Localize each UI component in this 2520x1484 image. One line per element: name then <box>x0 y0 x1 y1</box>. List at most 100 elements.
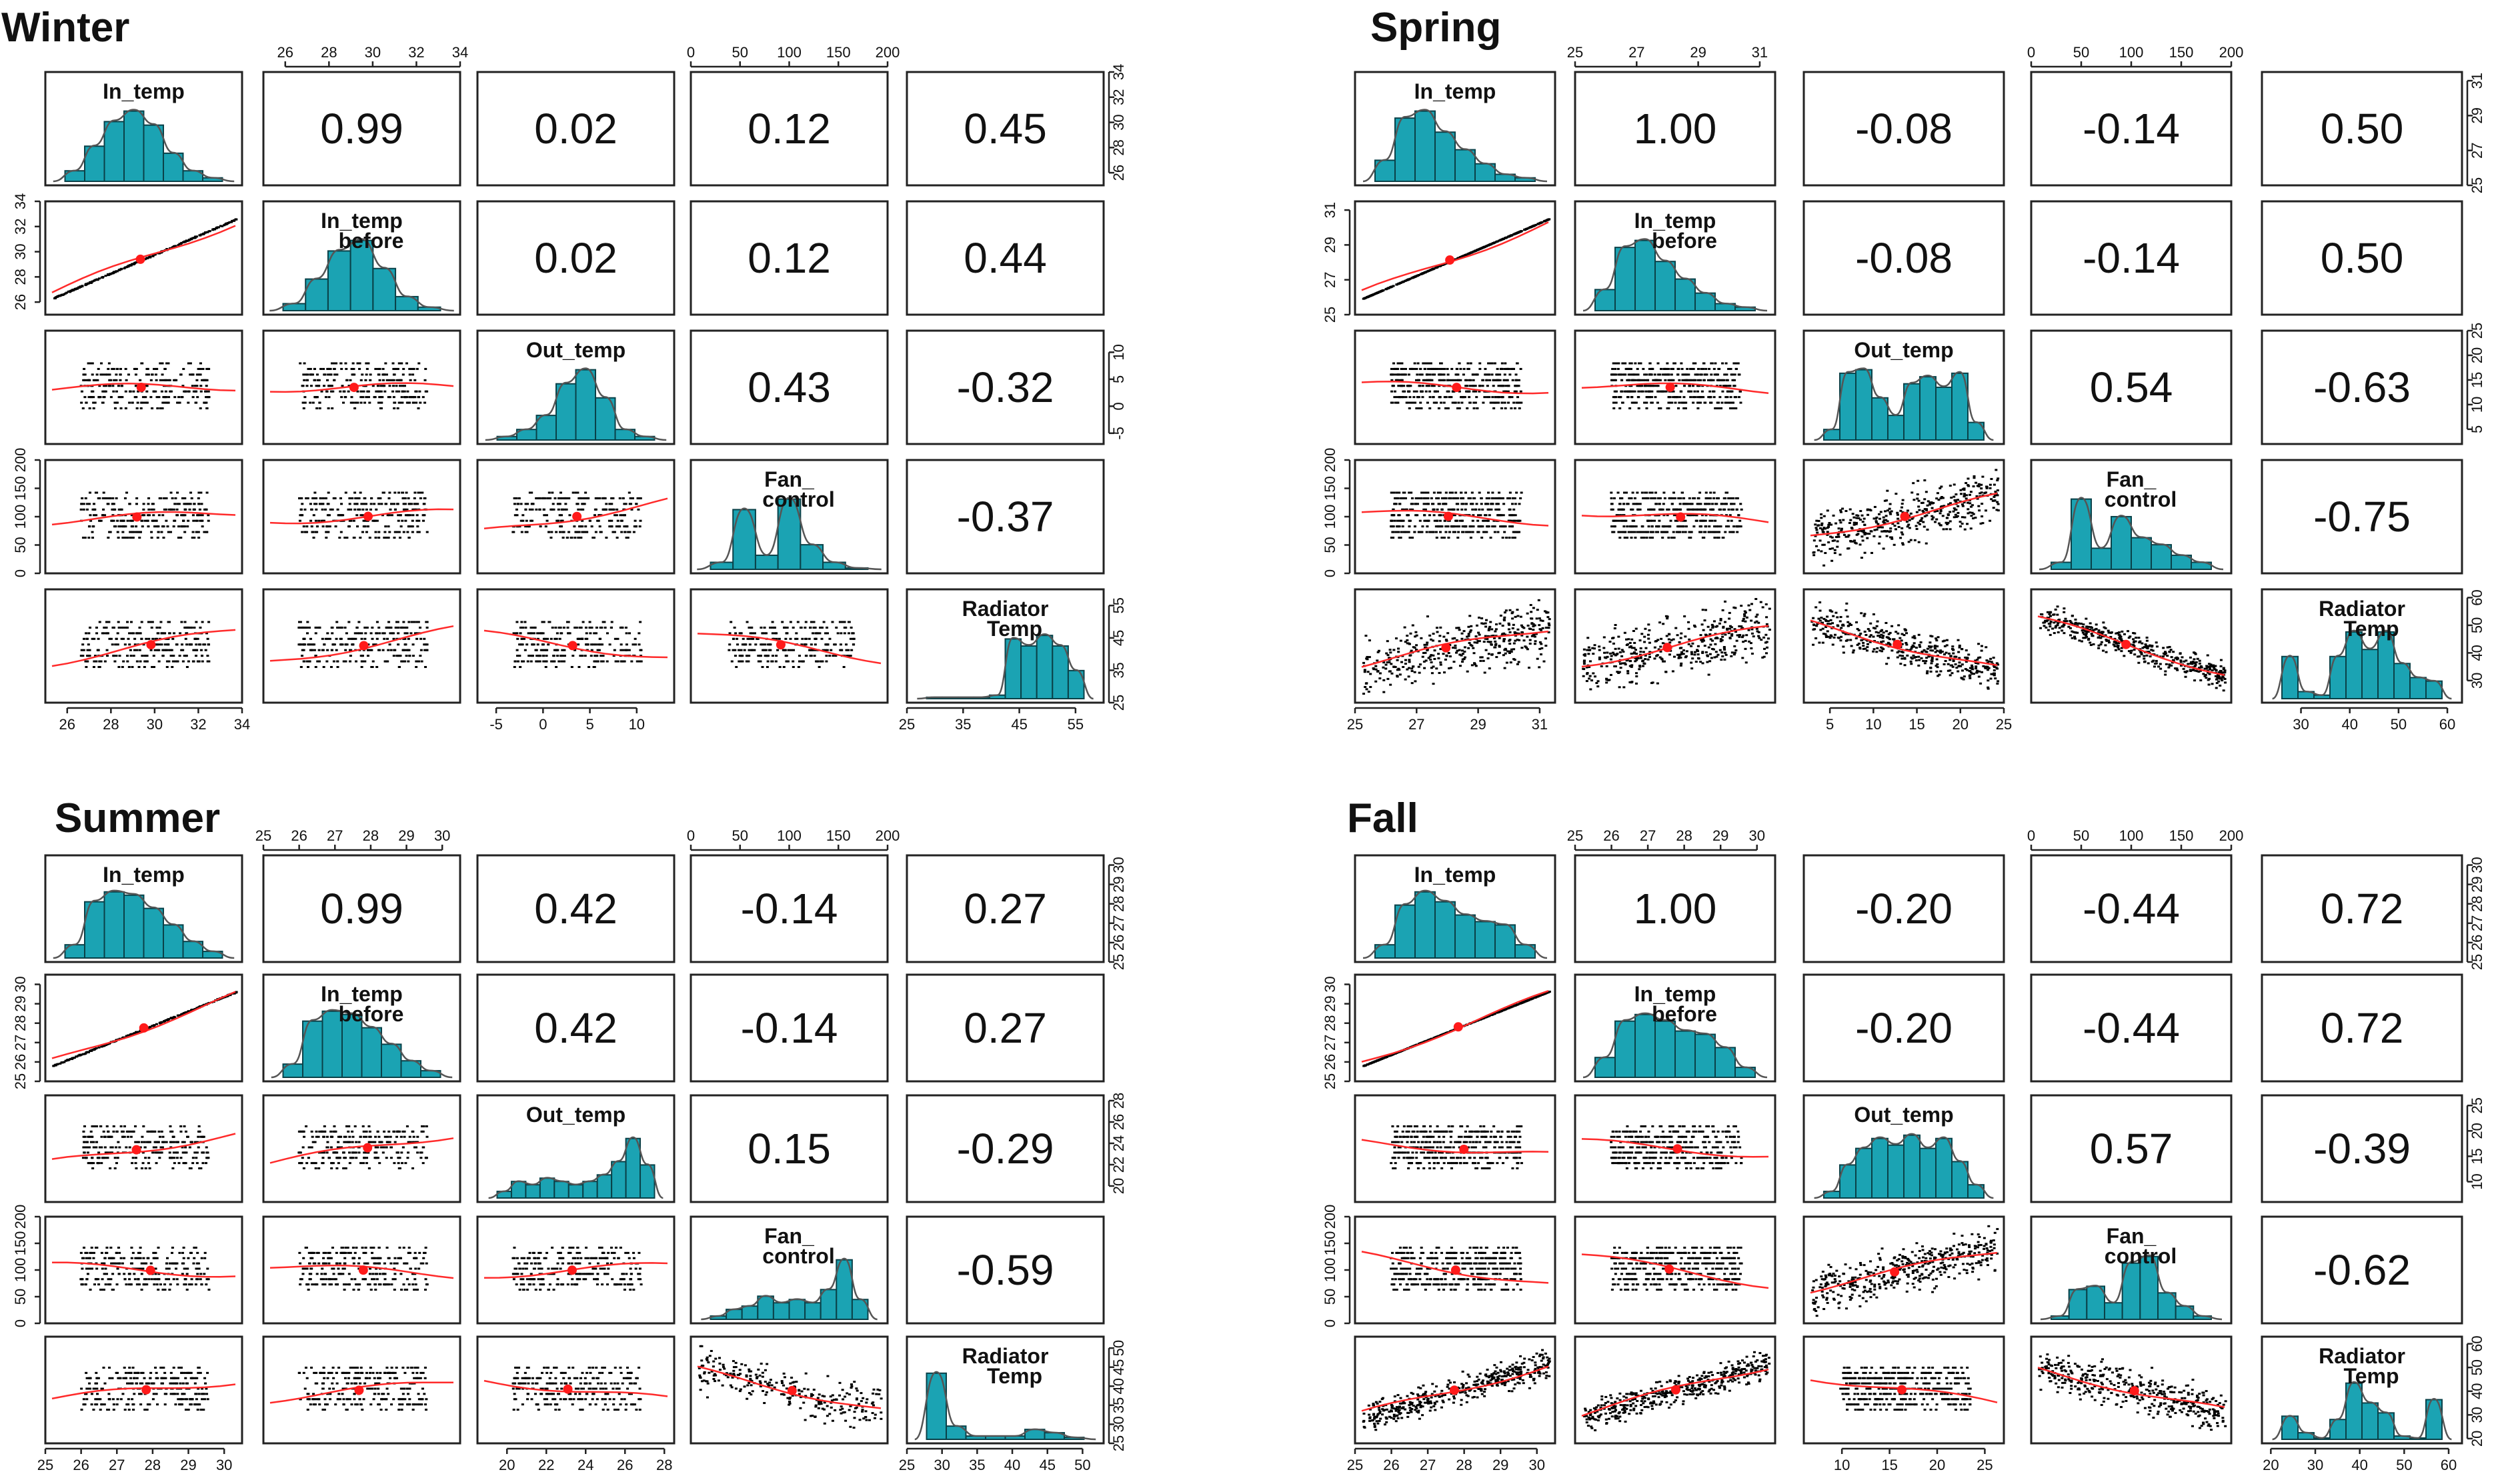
data-point <box>398 385 401 387</box>
data-point <box>629 497 632 499</box>
data-point <box>1488 373 1491 376</box>
data-point <box>1444 525 1448 528</box>
data-point <box>142 508 145 511</box>
data-point <box>1629 373 1632 376</box>
data-point <box>1661 373 1664 376</box>
data-point <box>305 626 309 629</box>
data-point <box>86 655 89 657</box>
data-point <box>359 390 363 393</box>
data-point <box>176 503 179 505</box>
data-point <box>1718 508 1721 511</box>
data-point <box>1640 390 1643 393</box>
data-point <box>95 632 99 635</box>
data-point <box>181 643 184 646</box>
data-point <box>1480 537 1484 539</box>
data-point <box>80 390 83 393</box>
data-point <box>1733 385 1736 387</box>
data-point <box>155 396 159 399</box>
data-point <box>92 401 95 404</box>
data-point <box>825 655 828 657</box>
data-point <box>339 362 343 365</box>
data-point <box>134 373 137 376</box>
data-point <box>1392 531 1395 533</box>
data-point <box>1698 491 1702 494</box>
data-point <box>299 508 303 511</box>
data-point <box>1659 390 1662 393</box>
data-point <box>571 655 575 657</box>
data-point <box>559 531 562 533</box>
data-point <box>1675 531 1678 533</box>
data-point <box>1637 390 1640 393</box>
data-point <box>107 497 111 499</box>
data-point <box>152 514 155 517</box>
data-point <box>599 655 603 657</box>
matrix-panel <box>44 459 243 575</box>
data-point <box>92 503 95 505</box>
data-point <box>561 531 565 533</box>
data-point <box>1496 367 1499 370</box>
data-point <box>1475 503 1478 505</box>
data-point <box>1400 379 1403 381</box>
data-point <box>519 666 522 668</box>
data-point <box>1394 531 1398 533</box>
data-point <box>385 637 389 640</box>
data-point <box>71 289 75 292</box>
data-point <box>317 379 321 381</box>
tick-label: 25 <box>899 716 915 733</box>
data-point <box>1500 362 1504 365</box>
data-point <box>1439 373 1442 376</box>
data-point <box>1508 396 1511 399</box>
data-point <box>587 666 591 668</box>
data-point <box>632 531 636 533</box>
data-point <box>1409 401 1412 404</box>
data-point <box>349 508 353 511</box>
data-point <box>1634 503 1638 505</box>
data-point <box>325 390 329 393</box>
data-point <box>119 367 122 370</box>
data-point <box>413 621 416 623</box>
data-point <box>397 390 401 393</box>
data-point <box>1417 379 1420 381</box>
data-point <box>156 649 159 651</box>
data-point <box>123 537 127 539</box>
data-point <box>1645 491 1648 494</box>
data-point <box>1414 275 1418 278</box>
data-point <box>1652 508 1656 511</box>
data-point <box>1686 367 1689 370</box>
data-point <box>354 497 357 499</box>
diagonal-label: Radiator <box>962 597 1049 621</box>
data-point <box>1514 503 1517 505</box>
data-point <box>520 637 523 640</box>
data-point <box>560 632 563 635</box>
data-point <box>808 649 812 651</box>
data-point <box>1436 508 1439 511</box>
data-point <box>1702 519 1705 522</box>
data-point <box>415 367 419 370</box>
data-point <box>391 632 395 635</box>
data-point <box>165 497 168 499</box>
data-point <box>173 632 176 635</box>
data-point <box>375 519 379 522</box>
data-point <box>103 385 106 387</box>
data-point <box>1390 401 1393 404</box>
data-point <box>1901 499 1905 501</box>
data-point <box>1390 525 1393 528</box>
data-point <box>826 649 829 651</box>
data-point <box>387 537 390 539</box>
data-point <box>1832 514 1835 517</box>
data-point <box>324 637 327 640</box>
data-point <box>1469 503 1472 505</box>
matrix-panel <box>690 588 889 704</box>
data-point <box>1647 390 1650 393</box>
data-point <box>413 632 417 635</box>
data-point <box>1641 525 1644 528</box>
data-point <box>1440 367 1444 370</box>
data-point <box>193 537 196 539</box>
data-point <box>1485 379 1488 381</box>
data-point <box>395 655 399 657</box>
data-point <box>126 621 129 623</box>
data-point <box>368 401 371 404</box>
data-point <box>421 491 424 494</box>
data-point <box>327 396 331 399</box>
data-point <box>1491 503 1494 505</box>
